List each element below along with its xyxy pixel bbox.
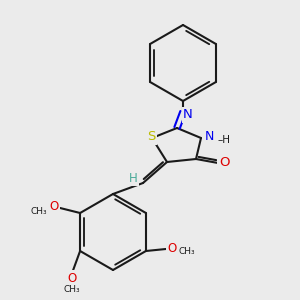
Text: O: O — [219, 157, 229, 169]
Text: S: S — [147, 130, 155, 143]
Text: O: O — [167, 242, 176, 254]
Text: N: N — [183, 109, 193, 122]
Text: O: O — [50, 200, 59, 214]
Text: CH₃: CH₃ — [178, 248, 195, 256]
Text: O: O — [68, 272, 77, 284]
Text: CH₃: CH₃ — [64, 284, 80, 293]
Text: CH₃: CH₃ — [31, 206, 47, 215]
Text: H: H — [129, 172, 137, 184]
Text: N: N — [204, 130, 214, 143]
Text: –H: –H — [218, 135, 231, 145]
